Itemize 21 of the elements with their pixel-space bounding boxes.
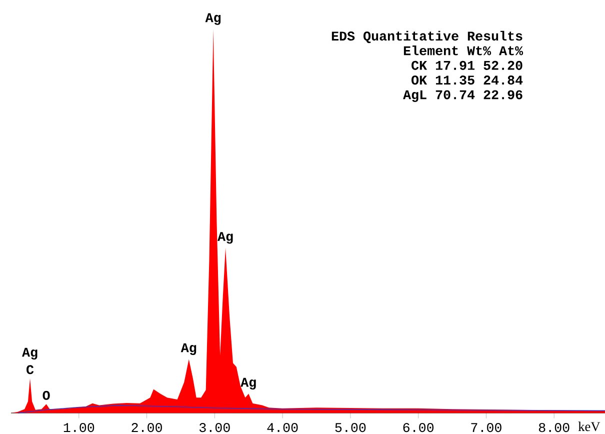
x-tick-label: 5.00 [335, 423, 366, 432]
x-axis-title: keV [578, 422, 600, 432]
annotation: Ag [218, 232, 233, 244]
annotation: O [42, 390, 50, 400]
x-tick-label: 1.00 [64, 423, 94, 432]
annotation: Ag [205, 13, 221, 25]
x-tick-label: 3.00 [200, 423, 230, 432]
x-tick-label: 6.00 [403, 423, 434, 432]
x-tick-label: 4.00 [267, 423, 298, 432]
x-tick-label: 7.00 [471, 423, 502, 432]
annotation: Ag [180, 343, 196, 355]
annotation: OK 11.35 24.84 [412, 76, 523, 85]
annotation: EDS Quantitative Results [332, 30, 522, 44]
annotation: Ag [240, 378, 256, 390]
annotation: Ag [22, 348, 38, 360]
x-tick-label: 2.00 [132, 423, 162, 432]
annotation: Element Wt% At% [404, 45, 524, 56]
annotation: C [26, 365, 34, 374]
annotation: CK 17.91 52.20 [412, 60, 522, 70]
annotation: AgL 70.74 22.96 [403, 90, 522, 102]
x-tick-label: 8.00 [538, 423, 570, 432]
